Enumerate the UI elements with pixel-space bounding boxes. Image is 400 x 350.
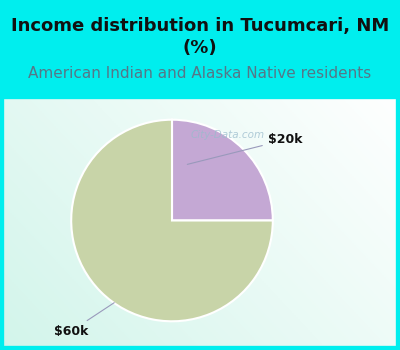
Text: City-Data.com: City-Data.com: [190, 130, 264, 140]
Text: Income distribution in Tucumcari, NM
(%): Income distribution in Tucumcari, NM (%): [11, 17, 389, 57]
Text: American Indian and Alaska Native residents: American Indian and Alaska Native reside…: [28, 66, 372, 81]
Text: $60k: $60k: [54, 303, 114, 338]
Wedge shape: [172, 120, 273, 220]
Wedge shape: [71, 120, 273, 321]
Text: $20k: $20k: [187, 133, 302, 164]
